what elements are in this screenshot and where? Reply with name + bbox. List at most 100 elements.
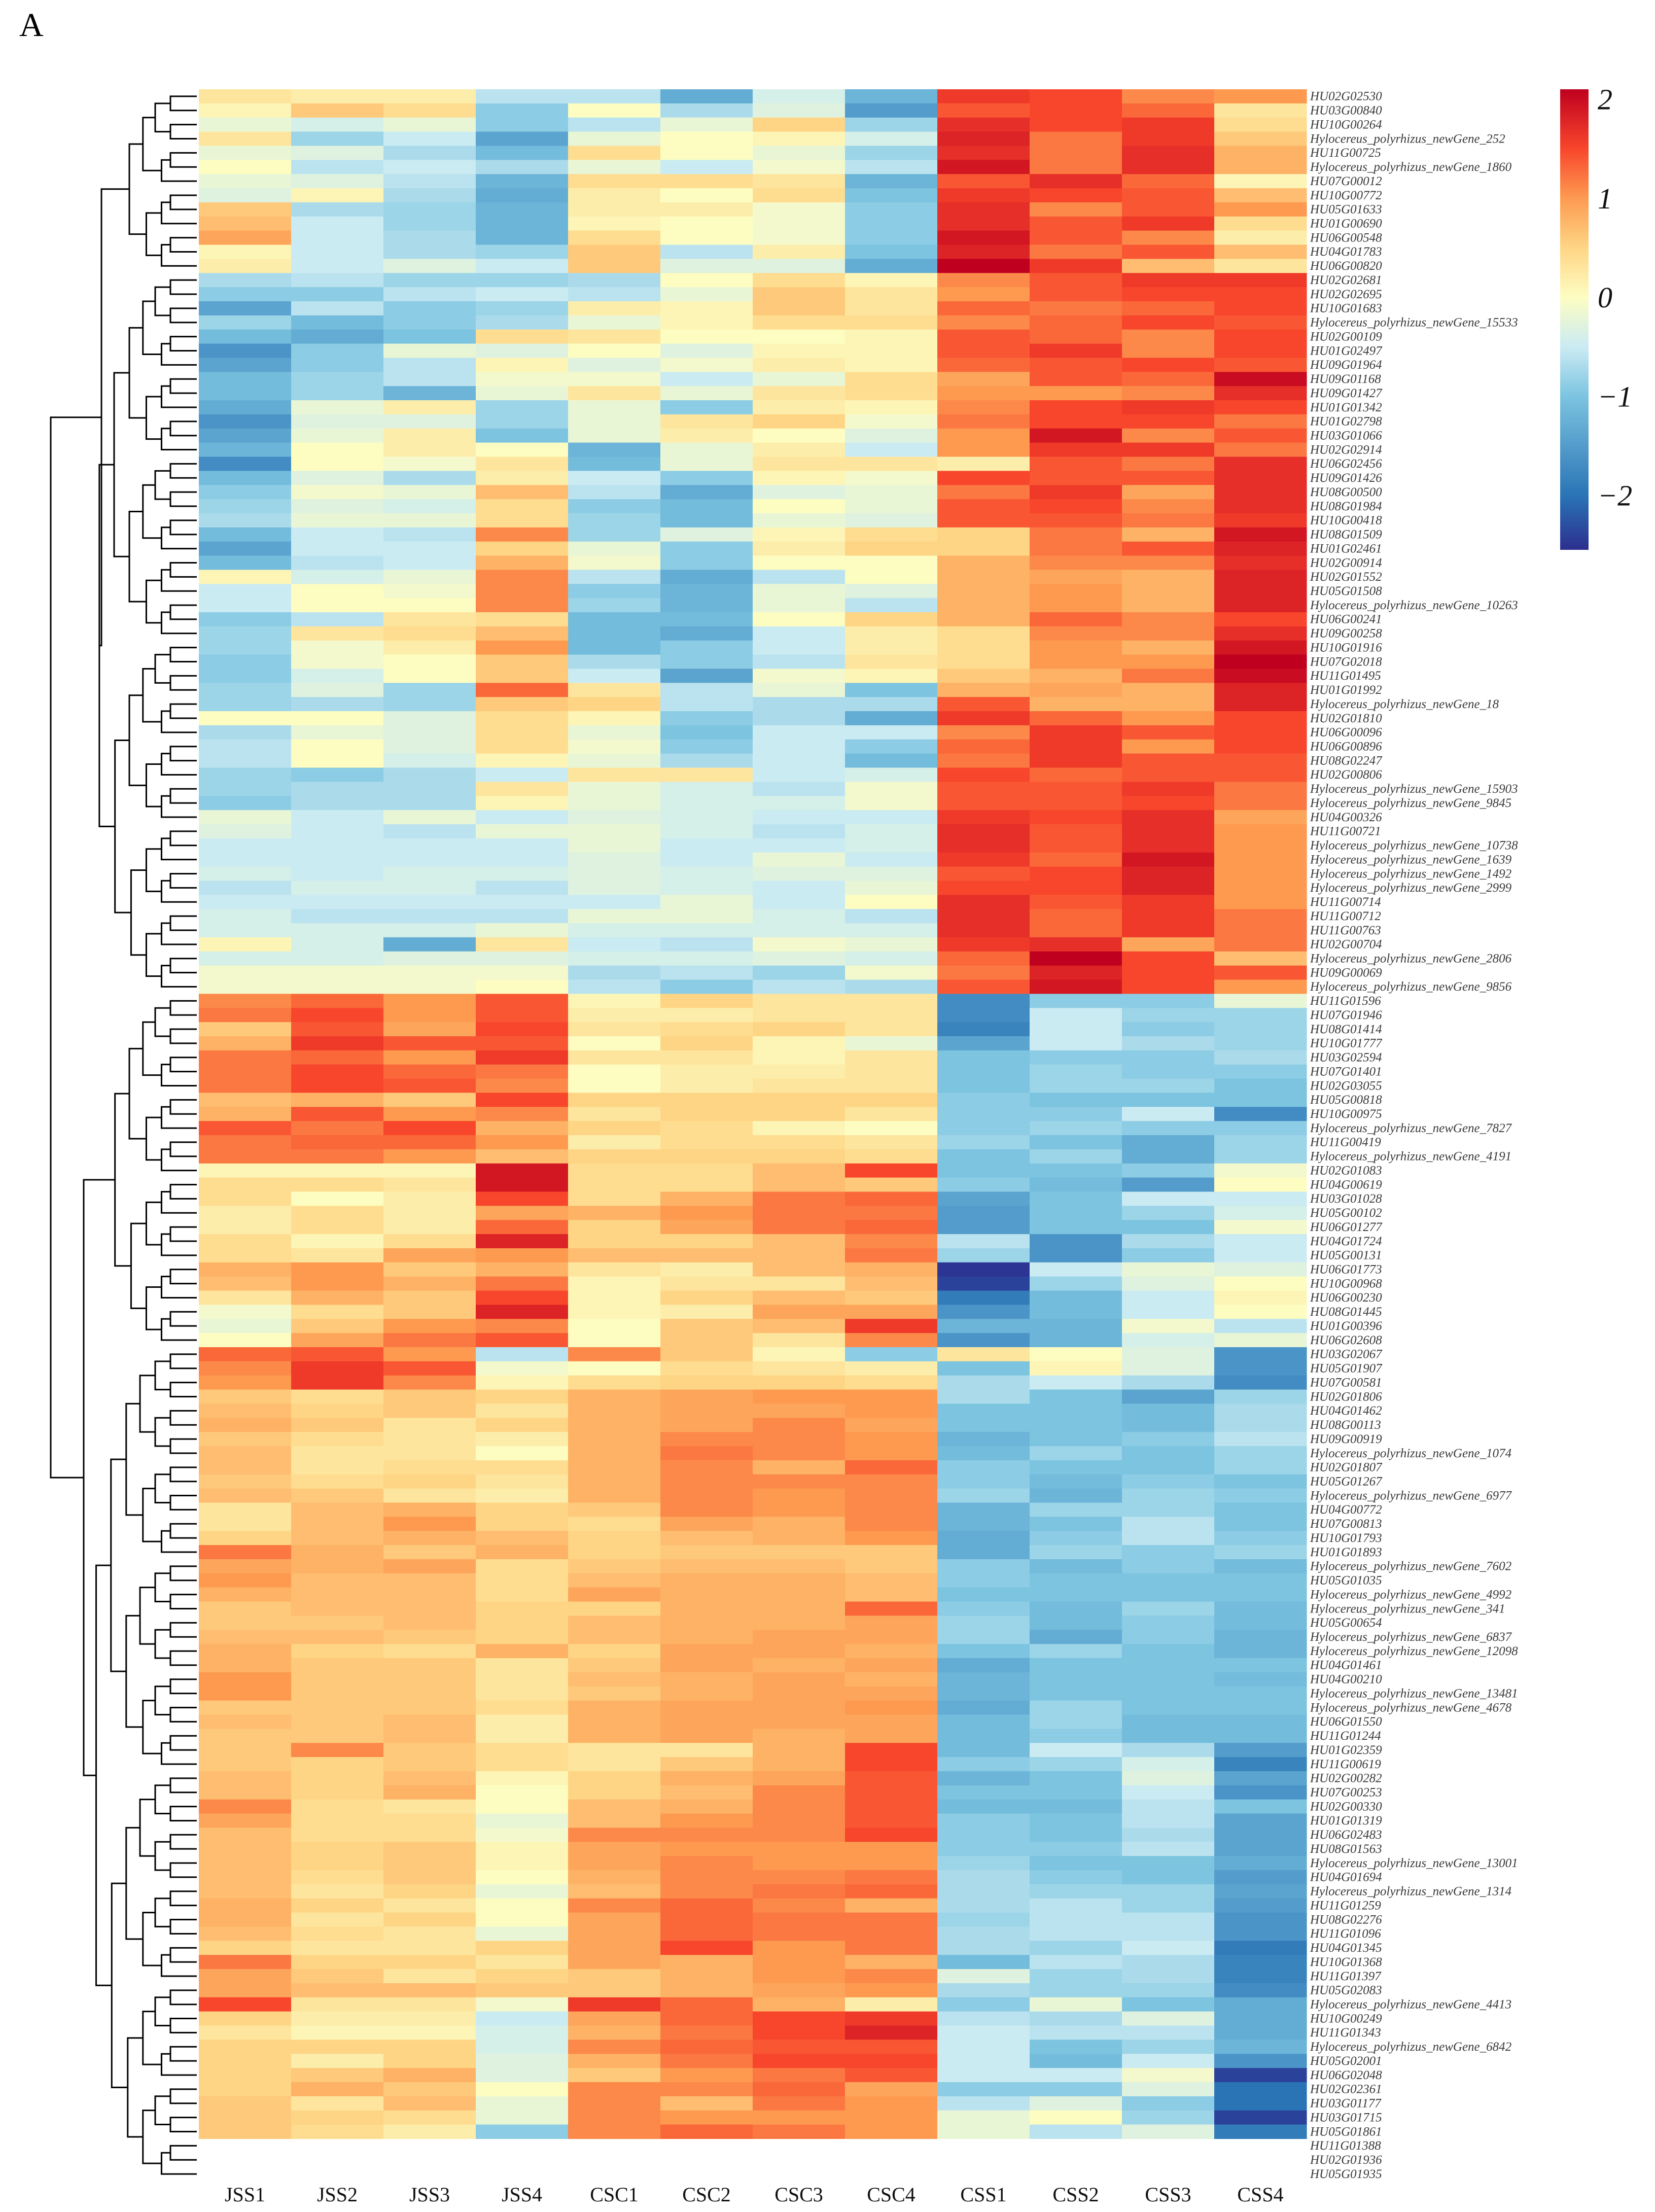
- dendrogram-branch: [154, 1629, 170, 1659]
- heatmap-cell: [199, 1898, 292, 1913]
- heatmap-cell: [383, 2096, 476, 2111]
- heatmap-cell: [1030, 711, 1122, 726]
- heatmap-cell: [753, 216, 846, 231]
- heatmap-cell: [753, 1729, 846, 1743]
- heatmap-cell: [1122, 1757, 1215, 1772]
- heatmap-cell: [1214, 810, 1307, 825]
- heatmap-cell: [753, 753, 846, 768]
- heatmap-cell: [1122, 287, 1215, 302]
- heatmap-cell: [568, 994, 661, 1008]
- heatmap-cell: [476, 1884, 569, 1899]
- heatmap-cell: [568, 796, 661, 811]
- heatmap-cell: [1030, 1785, 1122, 1800]
- heatmap-cell: [937, 739, 1030, 754]
- heatmap-cell: [199, 146, 292, 160]
- row-label: HU01G01893: [1310, 1546, 1382, 1559]
- heatmap-cell: [476, 1036, 569, 1051]
- heatmap-cell: [383, 1078, 476, 1094]
- heatmap-cell: [568, 513, 661, 528]
- heatmap-cell: [845, 584, 938, 599]
- dendrogram-branch: [169, 1834, 197, 1850]
- heatmap-cell: [937, 527, 1030, 542]
- heatmap-cell: [660, 1983, 753, 1998]
- heatmap-cell: [291, 541, 384, 556]
- heatmap-cell: [1122, 103, 1215, 118]
- heatmap-cell: [291, 838, 384, 853]
- heatmap-cell: [660, 414, 753, 429]
- heatmap-cell: [476, 1121, 569, 1136]
- heatmap-cell: [1214, 1926, 1307, 1941]
- heatmap-cell: [753, 1686, 846, 1701]
- heatmap-cell: [660, 1022, 753, 1037]
- heatmap-cell: [291, 1743, 384, 1758]
- heatmap-cell: [476, 202, 569, 217]
- heatmap-cell: [845, 527, 938, 542]
- heatmap-cell: [1214, 2068, 1307, 2083]
- heatmap-cell: [568, 2068, 661, 2083]
- column-label: JSS1: [225, 2183, 265, 2206]
- heatmap-cell: [291, 188, 384, 203]
- heatmap-cell: [753, 244, 846, 259]
- heatmap-cell: [291, 1361, 384, 1376]
- dendrogram-branch: [160, 1064, 197, 1086]
- row-label: HU06G00896: [1310, 740, 1382, 754]
- heatmap-cell: [845, 244, 938, 259]
- heatmap-cell: [383, 1771, 476, 1786]
- heatmap-cell: [476, 1828, 569, 1842]
- heatmap-cell: [383, 1700, 476, 1715]
- heatmap-cell: [568, 1093, 661, 1107]
- heatmap-cell: [476, 1545, 569, 1560]
- heatmap-cell: [568, 1389, 661, 1405]
- heatmap-cell: [476, 2040, 569, 2054]
- heatmap-cell: [383, 1997, 476, 2012]
- heatmap-cell: [1214, 1941, 1307, 1955]
- heatmap-cell: [476, 1771, 569, 1786]
- heatmap-cell: [753, 1403, 846, 1418]
- heatmap-cell: [291, 1036, 384, 1051]
- heatmap-cell: [568, 414, 661, 429]
- heatmap-cell: [291, 753, 384, 768]
- heatmap-cell: [1030, 1008, 1122, 1023]
- dendrogram-branch: [169, 1028, 197, 1044]
- heatmap-cell: [1214, 386, 1307, 401]
- dendrogram-branch: [142, 1488, 162, 1542]
- heatmap-cell: [937, 457, 1030, 471]
- heatmap-cell: [660, 1389, 753, 1405]
- heatmap-cell: [291, 979, 384, 994]
- heatmap-cell: [1122, 343, 1215, 359]
- row-label: HU10G01368: [1310, 1955, 1382, 1969]
- heatmap-cell: [383, 1220, 476, 1235]
- dendrogram-branch: [145, 579, 162, 624]
- heatmap-cell: [937, 358, 1030, 372]
- heatmap-cell: [291, 117, 384, 132]
- heatmap-cell: [753, 1757, 846, 1772]
- heatmap-cell: [1214, 1432, 1307, 1447]
- dendrogram-branch: [160, 880, 197, 903]
- heatmap-cell: [476, 1248, 569, 1263]
- heatmap-cell: [660, 442, 753, 458]
- heatmap-cell: [199, 555, 292, 571]
- heatmap-cell: [937, 782, 1030, 796]
- heatmap-cell: [660, 1517, 753, 1531]
- heatmap-cell: [1030, 1361, 1122, 1376]
- heatmap-cell: [199, 669, 292, 683]
- heatmap-cell: [937, 2054, 1030, 2068]
- heatmap-cell: [568, 146, 661, 160]
- heatmap-cell: [1122, 244, 1215, 259]
- heatmap-cell: [291, 584, 384, 599]
- heatmap-cell: [291, 1856, 384, 1871]
- heatmap-cell: [1030, 414, 1122, 429]
- row-label: Hylocereus_polyrhizus_newGene_12098: [1310, 1644, 1518, 1658]
- dendrogram-branch: [127, 2037, 143, 2138]
- heatmap-cell: [1122, 230, 1215, 245]
- heatmap-cell: [1214, 1912, 1307, 1927]
- heatmap-cell: [568, 1078, 661, 1094]
- heatmap-cell: [383, 1616, 476, 1630]
- heatmap-cell: [845, 951, 938, 966]
- heatmap-cell: [753, 725, 846, 740]
- heatmap-cell: [1214, 1729, 1307, 1743]
- heatmap-cell: [383, 1008, 476, 1023]
- heatmap-cell: [476, 1898, 569, 1913]
- heatmap-cell: [937, 188, 1030, 203]
- heatmap-cell: [383, 202, 476, 217]
